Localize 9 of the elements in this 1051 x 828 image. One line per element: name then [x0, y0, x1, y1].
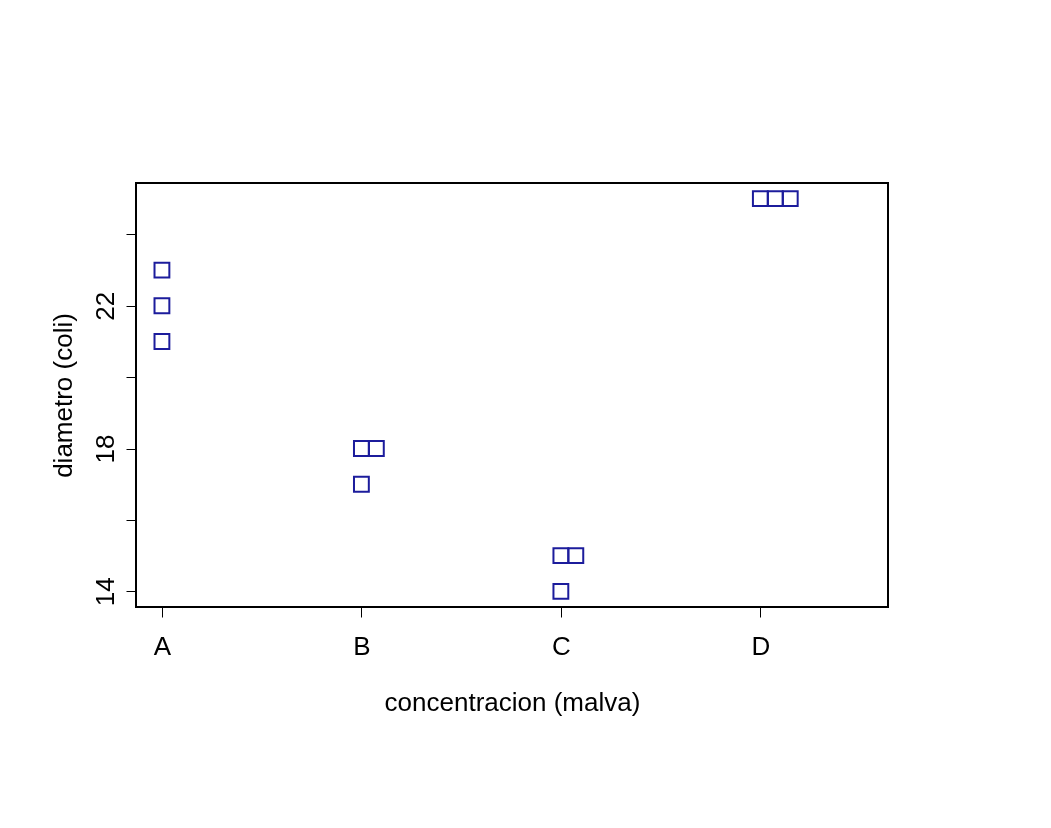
x-tick-label: A	[153, 630, 172, 661]
x-axis-title: concentracion (malva)	[384, 686, 641, 717]
x-tick-label: D	[751, 630, 771, 661]
y-axis-title: diametro (coli)	[47, 313, 78, 478]
y-tick-label: 22	[89, 291, 120, 321]
y-tick-label: 18	[89, 434, 120, 464]
y-tick-label: 14	[89, 577, 120, 607]
x-tick-label: C	[551, 630, 571, 661]
x-tick-label: B	[353, 630, 371, 661]
